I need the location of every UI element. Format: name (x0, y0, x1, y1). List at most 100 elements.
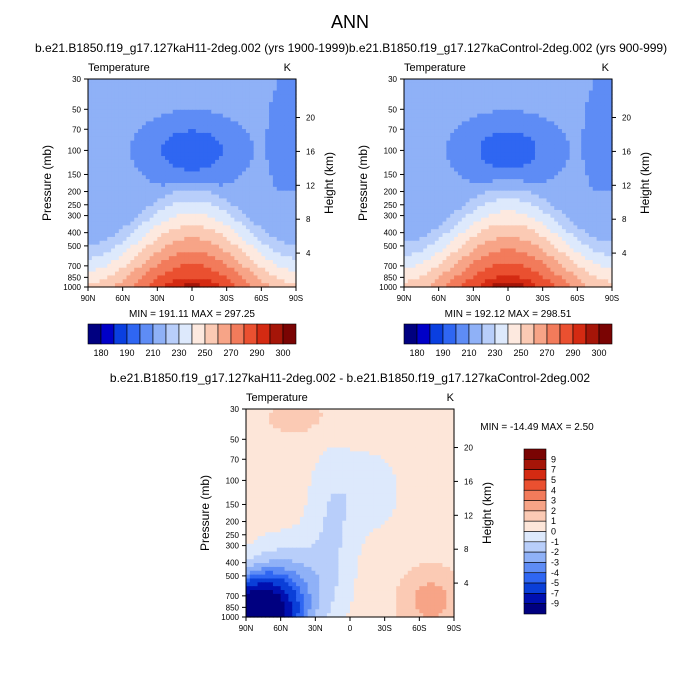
field-cell (542, 144, 548, 149)
field-cell (558, 102, 563, 107)
field-cell (527, 156, 532, 161)
field-cell (122, 221, 128, 226)
field-cell (161, 275, 166, 280)
field-cell (442, 159, 447, 165)
field-cell (415, 156, 421, 161)
field-cell (126, 186, 131, 192)
field-cell (488, 159, 494, 165)
field-cell (554, 125, 559, 130)
field-cell (558, 175, 563, 180)
field-cell (469, 132, 474, 138)
field-cell (280, 244, 286, 250)
field-cell (288, 283, 293, 288)
field-cell (242, 275, 247, 280)
field-cell (242, 167, 247, 173)
field-cell (292, 225, 297, 230)
field-cell (188, 225, 193, 230)
field-cell (481, 156, 486, 161)
field-cell (172, 244, 178, 250)
field-cell (454, 144, 459, 149)
field-cell (253, 82, 259, 88)
field-cell (130, 148, 135, 153)
field-cell (207, 244, 212, 250)
field-cell (434, 82, 440, 88)
field-cell (149, 190, 155, 196)
field-cell (469, 209, 474, 215)
field-cell (407, 209, 413, 215)
field-cell (222, 217, 228, 223)
field-cell (257, 209, 262, 215)
field-cell (481, 213, 486, 219)
field-cell (504, 206, 509, 211)
field-cell (245, 213, 251, 219)
field-cell (423, 132, 428, 138)
field-cell (122, 94, 128, 99)
field-cell (184, 121, 189, 126)
field-cell (149, 240, 155, 246)
field-cell (461, 152, 467, 157)
field-cell (531, 186, 536, 192)
field-cell (581, 129, 586, 134)
field-cell (111, 175, 116, 180)
field-cell (165, 186, 170, 192)
field-cell (284, 171, 289, 176)
field-cell (88, 213, 93, 219)
field-cell (138, 240, 143, 246)
field-cell (284, 186, 289, 192)
field-cell (138, 167, 143, 173)
field-cell (168, 252, 174, 257)
field-cell (461, 186, 467, 192)
field-cell (111, 163, 116, 169)
field-cell (195, 90, 201, 96)
field-cell (288, 256, 293, 261)
field-cell (508, 206, 513, 211)
field-cell (222, 94, 228, 99)
field-cell (588, 98, 594, 103)
field-cell (538, 148, 544, 153)
field-cell (604, 136, 609, 142)
field-cell (404, 90, 409, 96)
field-cell (531, 117, 536, 122)
field-cell (276, 156, 282, 161)
field-cell (107, 217, 112, 223)
field-cell (103, 217, 108, 223)
field-cell (473, 175, 478, 180)
field-cell (423, 90, 428, 96)
field-cell (138, 105, 143, 111)
field-cell (284, 275, 289, 280)
field-cell (511, 202, 517, 207)
field-cell (172, 121, 178, 126)
field-cell (534, 194, 540, 200)
field-cell (484, 190, 490, 196)
field-cell (161, 144, 166, 149)
field-cell (134, 213, 139, 219)
field-cell (199, 171, 205, 176)
field-cell (165, 136, 170, 142)
field-cell (184, 252, 189, 257)
field-cell (446, 79, 451, 84)
field-cell (138, 263, 143, 269)
field-cell (165, 82, 170, 88)
field-cell (222, 136, 228, 142)
field-cell (168, 240, 174, 246)
field-cell (111, 225, 116, 230)
field-cell (257, 263, 262, 269)
field-cell (103, 248, 108, 253)
field-cell (477, 198, 482, 203)
field-cell (176, 125, 182, 130)
field-cell (434, 148, 440, 153)
field-cell (118, 86, 124, 92)
field-cell (430, 105, 436, 111)
field-cell (168, 102, 174, 107)
field-cell (141, 132, 147, 138)
field-cell (423, 98, 428, 103)
field-cell (215, 271, 220, 277)
field-cell (415, 121, 421, 126)
field-cell (242, 156, 247, 161)
field-cell (554, 113, 559, 119)
field-cell (122, 240, 128, 246)
field-cell (573, 79, 578, 84)
field-cell (88, 129, 93, 134)
field-cell (157, 275, 162, 280)
field-cell (554, 102, 559, 107)
